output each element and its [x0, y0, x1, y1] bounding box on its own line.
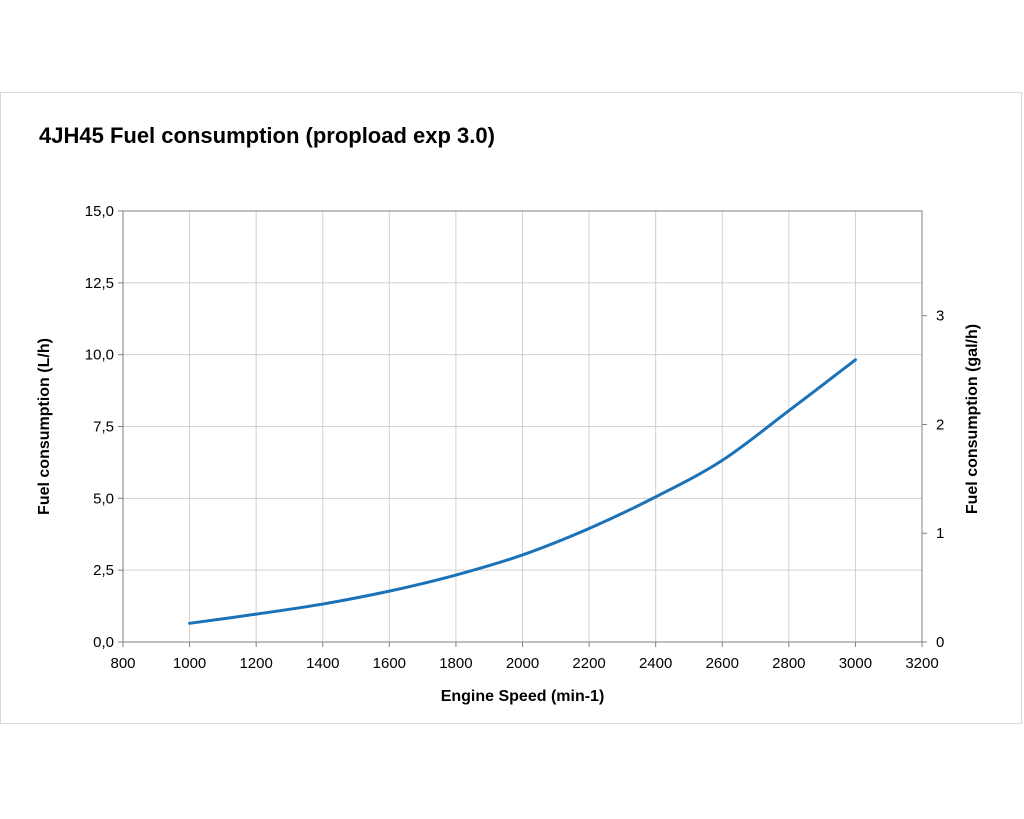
x-axis-title: Engine Speed (min-1) — [441, 688, 605, 705]
x-tick-label: 800 — [110, 655, 135, 672]
x-tick-label: 1600 — [373, 655, 406, 672]
series — [188, 358, 857, 625]
y-tick-label: 12,5 — [85, 275, 114, 292]
chart-frame: 4JH45 Fuel consumption (propload exp 3.0… — [0, 92, 1022, 724]
y2-tick-label: 0 — [936, 634, 944, 651]
ticks: 800 1000 1200 1400 1600 1800 2000 2200 2400 2600 2… — [85, 203, 945, 672]
x-tick-label: 2600 — [706, 655, 739, 672]
x-tick-label: 1400 — [306, 655, 339, 672]
y2-tick-label: 3 — [936, 308, 944, 325]
x-tick-label: 3200 — [905, 655, 938, 672]
x-tick-label: 2200 — [572, 655, 605, 672]
x-tick-label: 1000 — [173, 655, 206, 672]
x-tick-label: 1200 — [239, 655, 272, 672]
x-tick-label: 2400 — [639, 655, 672, 672]
y2-tick-label: 1 — [936, 525, 944, 542]
y2-axis-title: Fuel consumption (gal/h) — [964, 324, 981, 514]
x-tick-label: 2800 — [772, 655, 805, 672]
y-tick-label: 10,0 — [85, 347, 114, 364]
y2-tick-label: 2 — [936, 416, 944, 433]
y-axis-title: Fuel consumption (L/h) — [36, 338, 53, 515]
x-tick-label: 3000 — [839, 655, 872, 672]
grid — [123, 211, 922, 642]
chart-title: 4JH45 Fuel consumption (propload exp 3.0… — [39, 123, 495, 148]
y-tick-label: 0,0 — [93, 634, 114, 651]
y-tick-label: 2,5 — [93, 562, 114, 579]
x-tick-label: 2000 — [506, 655, 539, 672]
x-tick-label: 1800 — [439, 655, 472, 672]
y-tick-label: 7,5 — [93, 419, 114, 436]
chart-svg: 4JH45 Fuel consumption (propload exp 3.0… — [36, 123, 981, 705]
y-tick-label: 15,0 — [85, 203, 114, 220]
y-tick-label: 5,0 — [93, 490, 114, 507]
